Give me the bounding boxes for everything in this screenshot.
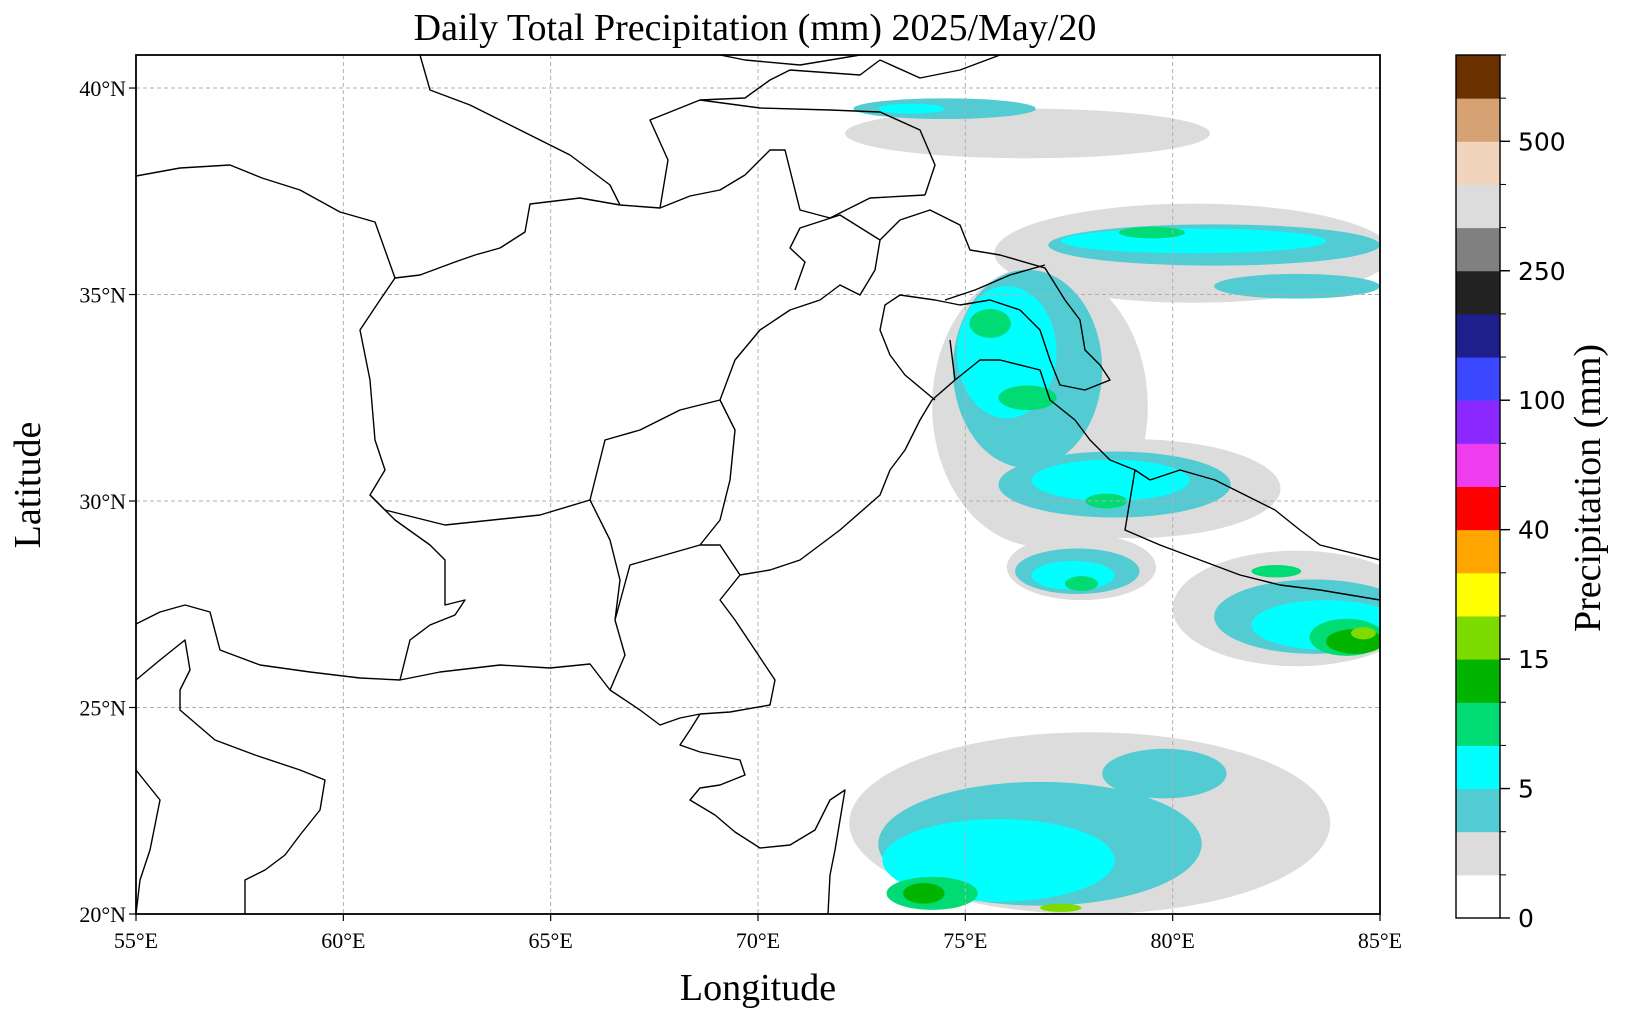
- precip-region-26: [1085, 493, 1128, 509]
- x-tick-label: 75°E: [943, 928, 987, 953]
- precip-region-17: [1060, 228, 1327, 254]
- map-title: Daily Total Precipitation (mm) 2025/May/…: [414, 7, 1097, 49]
- china-west-border: [879, 55, 1001, 79]
- colorbar-segment: [1456, 572, 1500, 617]
- gridlines: [136, 55, 1380, 914]
- y-tick-label: 30°N: [79, 489, 126, 514]
- precip-region-27: [1064, 576, 1099, 592]
- colorbar-segment: [1456, 55, 1500, 99]
- iran-pakistan-border: [369, 494, 466, 681]
- precip-region-0: [845, 108, 1210, 159]
- colorbar-tick-label: 5: [1518, 775, 1534, 804]
- x-tick-label: 55°E: [114, 928, 158, 953]
- precip-region-34: [1039, 903, 1082, 912]
- pakistan-india-border: [699, 339, 956, 715]
- x-tick-label: 85°E: [1358, 928, 1402, 953]
- colorbar-segment: [1456, 702, 1500, 746]
- colorbar-tick-label: 500: [1518, 127, 1566, 156]
- x-tick-label: 65°E: [529, 928, 573, 953]
- colorbar-segment: [1456, 659, 1500, 703]
- precip-region-24: [969, 308, 1011, 338]
- nepal-border: [1124, 469, 1380, 601]
- y-tick-label: 25°N: [79, 696, 126, 721]
- precip-region-15: [1102, 748, 1227, 799]
- iran-north-border: [136, 164, 746, 279]
- pakistan-coast: [399, 663, 701, 726]
- colorbar-segment: [1456, 141, 1500, 185]
- colorbar: 0 5 15 40 100 250 500: [1455, 54, 1566, 933]
- colorbar-segment: [1456, 486, 1500, 531]
- oman-border: [136, 769, 161, 914]
- colorbar-tick-label: 15: [1518, 645, 1550, 674]
- turkmenistan-border: [419, 55, 621, 206]
- colorbar-segment: [1456, 270, 1500, 315]
- x-tick-label: 80°E: [1151, 928, 1195, 953]
- pakistan-province-borders: [589, 399, 741, 691]
- colorbar-segment: [1456, 615, 1500, 660]
- colorbar-tick-label: 100: [1518, 386, 1566, 415]
- y-tick-label: 40°N: [79, 76, 126, 101]
- precip-region-33: [1350, 626, 1376, 640]
- y-tick-label: 20°N: [79, 902, 126, 927]
- precip-region-32: [903, 883, 945, 904]
- colorbar-tick-label: 40: [1518, 516, 1550, 545]
- precip-region-29: [1251, 565, 1302, 578]
- colorbar-segment: [1456, 184, 1500, 229]
- x-axis-ticks: 55°E 60°E 65°E 70°E 75°E 80°E 85°E: [114, 914, 1402, 953]
- colorbar-segment: [1456, 788, 1500, 833]
- precip-region-9: [1214, 273, 1380, 299]
- x-axis-label: Longitude: [680, 967, 836, 1009]
- colorbar-segment: [1456, 98, 1500, 142]
- colorbar-segment: [1456, 313, 1500, 358]
- colorbar-segment: [1456, 529, 1500, 574]
- kyrgyz-tajik-border: [699, 55, 936, 196]
- china-india-line: [944, 264, 1046, 301]
- y-tick-label: 35°N: [79, 283, 126, 308]
- india-west-coast: [679, 713, 846, 914]
- tajikistan-border: [744, 149, 926, 219]
- precip-region-19: [1031, 459, 1190, 502]
- precip-region-23: [1118, 226, 1186, 239]
- precip-region-16: [878, 103, 945, 114]
- colorbar-segment: [1456, 227, 1500, 272]
- colorbar-tick-label: 0: [1518, 904, 1534, 933]
- india-north-border: [954, 359, 1151, 481]
- colorbar-segment: [1456, 357, 1500, 401]
- colorbar-label: Precipitation (mm): [1567, 344, 1609, 632]
- arabia-coast: [136, 639, 326, 914]
- uzbekistan-border: [649, 59, 881, 209]
- precip-region-25: [998, 385, 1057, 411]
- colorbar-segment: [1456, 874, 1500, 919]
- country-borders: [136, 55, 1380, 914]
- iran-south-coast: [136, 604, 401, 681]
- colorbar-segment: [1456, 443, 1500, 487]
- colorbar-tick-label: 250: [1518, 257, 1566, 286]
- y-axis-label: Latitude: [7, 422, 49, 549]
- afghanistan-border: [359, 214, 881, 526]
- y-axis-ticks: 20°N 25°N 30°N 35°N 40°N: [79, 76, 136, 927]
- colorbar-segment: [1456, 400, 1500, 444]
- colorbar-segment: [1456, 745, 1500, 790]
- x-tick-label: 70°E: [736, 928, 780, 953]
- x-tick-label: 60°E: [321, 928, 365, 953]
- kashmir-border: [879, 209, 1111, 401]
- colorbar-segment: [1456, 831, 1500, 876]
